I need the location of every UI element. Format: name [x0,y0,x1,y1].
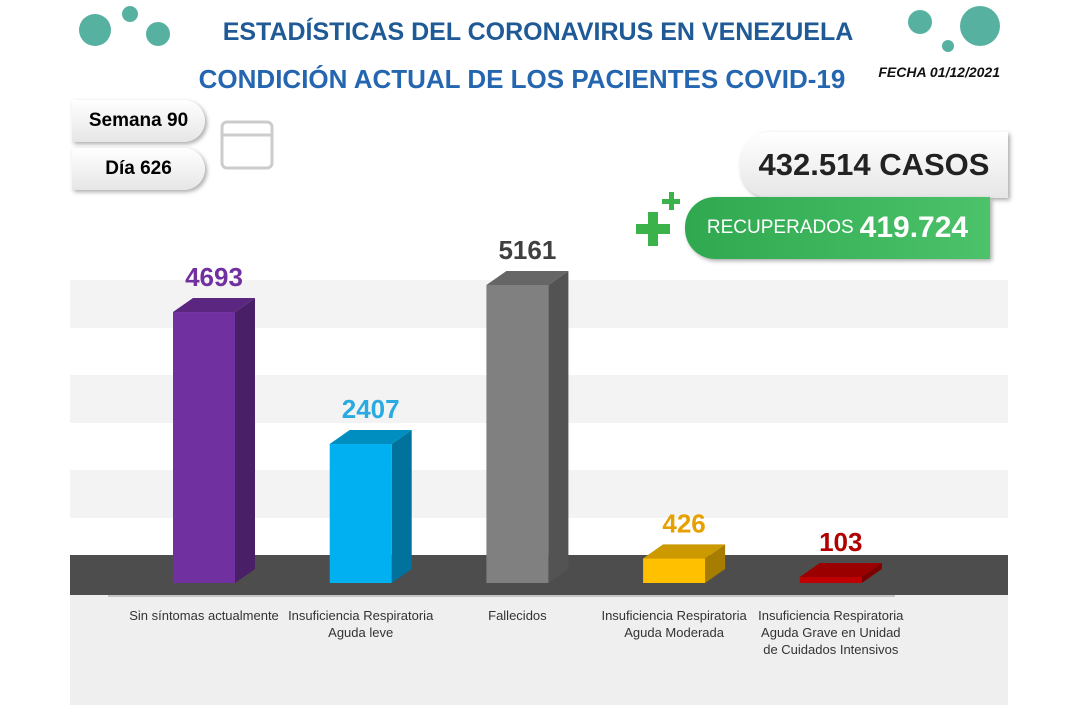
bar [329,444,392,583]
calendar-icon [220,120,274,170]
label-area [70,595,1008,705]
value-label: 5161 [498,235,556,265]
category-label: Insuficiencia Respiratoria Aguda leve [288,608,434,640]
day: Día 626 [72,148,205,190]
bar [643,558,706,583]
bar-side [548,271,569,583]
value-label: 103 [819,527,862,557]
value-label: 4693 [185,262,243,292]
bar [173,312,235,583]
value-label: 2407 [342,394,400,424]
category-label: Insuficiencia Respiratoria Aguda Grave e… [758,608,904,657]
bar-top [643,544,726,559]
category-label: Fallecidos [488,608,547,623]
bar-side [705,544,726,583]
bar-side [391,430,412,583]
category-label: Insuficiencia Respiratoria Aguda Moderad… [601,608,747,640]
bar [486,285,549,583]
recovered: RECUPERADOS 419.724 [685,197,990,259]
bar-top [486,271,569,285]
title: ESTADÍSTICAS DEL CORONAVIRUS EN VENEZUEL… [223,17,854,46]
header-band [70,0,1008,58]
date: FECHA 01/12/2021 [878,64,1000,80]
value-label: 426 [662,508,705,538]
category-label: Sin síntomas actualmente [129,608,279,623]
recovered-value: 419.724 [859,211,969,244]
week: Semana 90 [72,100,205,142]
cases: 432.514 CASOS [740,132,1008,198]
bar [799,577,862,583]
bar-side [861,563,882,583]
bar-side [235,298,255,583]
recovered-label: RECUPERADOS [706,217,854,238]
bar-top [799,563,882,578]
bar-top [329,430,412,445]
virus-icons [79,6,1000,52]
bar-top [173,298,255,313]
plus-icon [636,192,680,246]
subtitle: CONDICIÓN ACTUAL DE LOS PACIENTES COVID-… [199,64,846,94]
